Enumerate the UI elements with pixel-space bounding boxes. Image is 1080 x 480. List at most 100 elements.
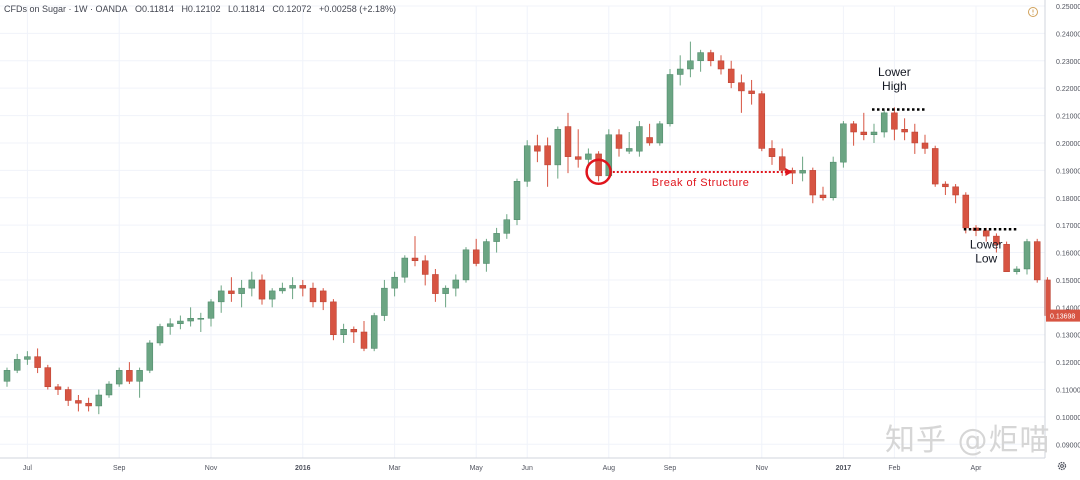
- candle[interactable]: [749, 80, 755, 105]
- candle[interactable]: [392, 272, 398, 297]
- candle[interactable]: [290, 277, 296, 299]
- candle-body: [392, 277, 398, 288]
- candle[interactable]: [300, 280, 306, 296]
- candle[interactable]: [830, 157, 836, 201]
- candle[interactable]: [840, 121, 846, 168]
- candle[interactable]: [65, 387, 71, 406]
- candle[interactable]: [494, 228, 500, 253]
- candle[interactable]: [432, 269, 438, 302]
- candle[interactable]: [106, 381, 112, 397]
- candle[interactable]: [963, 192, 969, 233]
- candle[interactable]: [208, 299, 214, 326]
- candle[interactable]: [902, 118, 908, 140]
- candle[interactable]: [575, 129, 581, 167]
- candle[interactable]: [35, 348, 41, 373]
- candle[interactable]: [147, 340, 153, 373]
- candle[interactable]: [953, 184, 959, 203]
- candle[interactable]: [463, 247, 469, 283]
- candle[interactable]: [545, 137, 551, 186]
- candle[interactable]: [381, 280, 387, 321]
- candle[interactable]: [820, 187, 826, 201]
- candle[interactable]: [198, 313, 204, 332]
- candle[interactable]: [96, 390, 102, 415]
- candle[interactable]: [769, 140, 775, 165]
- candle[interactable]: [361, 321, 367, 351]
- candle[interactable]: [891, 107, 897, 140]
- candle[interactable]: [708, 50, 714, 66]
- candle[interactable]: [269, 288, 275, 307]
- candle[interactable]: [912, 124, 918, 154]
- candle[interactable]: [534, 135, 540, 162]
- candle[interactable]: [565, 113, 571, 173]
- candle[interactable]: [677, 55, 683, 85]
- candle[interactable]: [524, 140, 530, 187]
- candle[interactable]: [647, 124, 653, 146]
- candle[interactable]: [596, 151, 602, 181]
- alert-icon[interactable]: [1029, 8, 1038, 17]
- candle[interactable]: [1034, 239, 1040, 283]
- candle[interactable]: [443, 285, 449, 307]
- candle[interactable]: [126, 362, 132, 384]
- candle[interactable]: [514, 179, 520, 226]
- candle[interactable]: [453, 274, 459, 296]
- candle[interactable]: [932, 146, 938, 187]
- candle[interactable]: [483, 239, 489, 272]
- candle[interactable]: [75, 395, 81, 411]
- candle[interactable]: [687, 42, 693, 78]
- candle[interactable]: [881, 110, 887, 137]
- candle[interactable]: [759, 91, 765, 151]
- candle[interactable]: [973, 225, 979, 236]
- gear-icon[interactable]: [1059, 463, 1066, 470]
- symbol-label[interactable]: CFDs on Sugar · 1W · OANDA: [4, 4, 128, 14]
- candle[interactable]: [55, 384, 61, 395]
- candle[interactable]: [1004, 242, 1010, 272]
- candle[interactable]: [116, 368, 122, 387]
- candle[interactable]: [259, 274, 265, 304]
- candle[interactable]: [402, 255, 408, 282]
- candle[interactable]: [1014, 266, 1020, 274]
- candle[interactable]: [636, 121, 642, 157]
- candle[interactable]: [137, 368, 143, 398]
- candle[interactable]: [504, 214, 510, 239]
- candle[interactable]: [218, 285, 224, 312]
- candle[interactable]: [922, 135, 928, 154]
- candle[interactable]: [177, 316, 183, 330]
- candle[interactable]: [616, 129, 622, 156]
- candle[interactable]: [851, 121, 857, 146]
- candle-body: [922, 143, 928, 148]
- candle[interactable]: [667, 69, 673, 127]
- candle[interactable]: [249, 272, 255, 297]
- candle[interactable]: [800, 157, 806, 182]
- candle[interactable]: [45, 365, 51, 390]
- candle[interactable]: [1024, 239, 1030, 275]
- candle[interactable]: [330, 299, 336, 340]
- candle[interactable]: [86, 398, 92, 412]
- candle[interactable]: [728, 61, 734, 88]
- candle[interactable]: [14, 354, 20, 373]
- candle[interactable]: [341, 324, 347, 343]
- candle[interactable]: [24, 351, 30, 365]
- candle[interactable]: [157, 324, 163, 346]
- candle[interactable]: [239, 280, 245, 307]
- candle[interactable]: [473, 239, 479, 266]
- candle[interactable]: [4, 368, 10, 387]
- candle[interactable]: [422, 255, 428, 285]
- candle[interactable]: [942, 181, 948, 195]
- candle[interactable]: [310, 283, 316, 308]
- candle[interactable]: [698, 50, 704, 72]
- candle[interactable]: [718, 55, 724, 74]
- candle[interactable]: [279, 283, 285, 294]
- candle[interactable]: [228, 277, 234, 302]
- candle[interactable]: [371, 313, 377, 351]
- candle[interactable]: [188, 307, 194, 326]
- candle[interactable]: [861, 113, 867, 140]
- candle[interactable]: [738, 74, 744, 112]
- candle[interactable]: [871, 124, 877, 143]
- candle[interactable]: [167, 318, 173, 334]
- annotation-line: High: [882, 79, 907, 93]
- candle[interactable]: [657, 121, 663, 146]
- candle[interactable]: [412, 236, 418, 266]
- candle[interactable]: [320, 288, 326, 310]
